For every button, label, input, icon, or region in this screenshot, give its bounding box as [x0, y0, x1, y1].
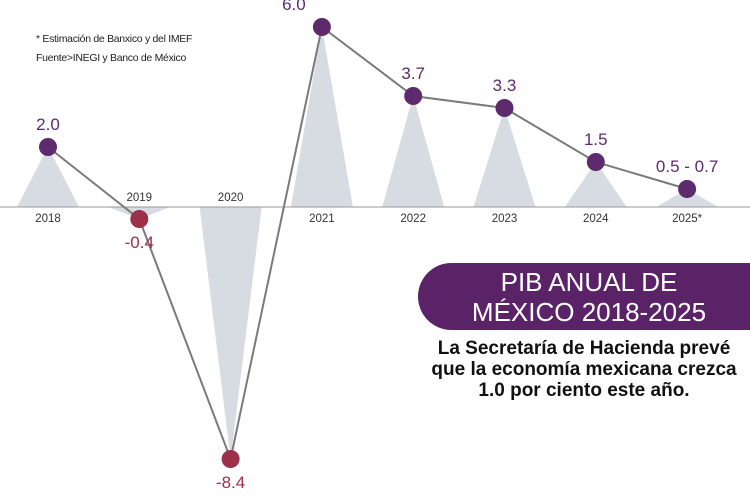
subtitle: La Secretaría de Hacienda prevé que la e…	[418, 338, 750, 401]
triangle-2024	[564, 162, 627, 207]
data-label: -0.4	[125, 233, 154, 252]
point-2022	[404, 87, 423, 105]
data-label: 6.0	[282, 0, 306, 14]
data-label: -8.4	[216, 473, 245, 492]
point-2025*	[678, 180, 697, 198]
triangle-2022	[382, 96, 445, 207]
estimate-note: * Estimación de Banxico y del IMEF	[36, 33, 193, 45]
x-tick-label: 2024	[583, 213, 609, 225]
point-2023	[495, 99, 514, 117]
data-label: 3.3	[493, 76, 517, 95]
x-tick-label: 2018	[35, 213, 61, 225]
data-label: 2.0	[36, 115, 60, 134]
triangle-2023	[473, 108, 536, 207]
point-2021	[312, 18, 331, 36]
x-tick-label: 2023	[492, 213, 518, 225]
series-line	[47, 25, 688, 463]
triangle-2018	[17, 147, 79, 207]
title-banner: PIB ANUAL DE MÉXICO 2018-2025	[418, 263, 750, 330]
subtitle-line-1: La Secretaría de Hacienda prevé	[437, 338, 731, 359]
x-tick-label: 2020	[218, 192, 244, 204]
x-tick-label: 2022	[400, 213, 426, 225]
source-note: Fuente>INEGI y Banco de México	[36, 52, 187, 64]
triangle-2021	[290, 27, 353, 207]
data-label: 3.7	[401, 64, 425, 83]
triangle-2020	[199, 207, 262, 459]
data-label: 0.5 - 0.7	[656, 157, 718, 176]
x-tick-label: 2025*	[672, 213, 703, 225]
data-label: 1.5	[584, 130, 608, 149]
x-tick-label: 2021	[309, 213, 335, 225]
subtitle-line-3: 1.0 por ciento este año.	[478, 380, 690, 401]
subtitle-line-2: que la economía mexicana crezca	[431, 359, 737, 380]
x-tick-label: 2019	[127, 192, 153, 204]
banner-line-1: PIB ANUAL DE	[500, 267, 678, 297]
point-2019	[130, 210, 149, 228]
banner-line-2: MÉXICO 2018-2025	[471, 297, 707, 327]
point-2024	[586, 153, 605, 171]
point-2020	[221, 450, 240, 468]
point-2018	[39, 138, 57, 156]
